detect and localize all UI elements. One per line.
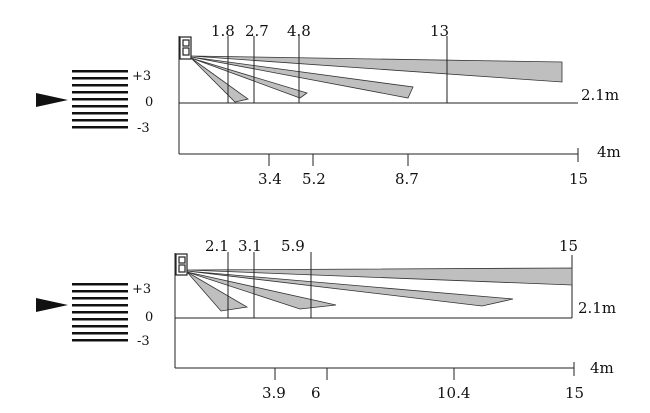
- scale-label-plus3: +3: [132, 282, 151, 297]
- bottom-label-2: 5.2: [302, 170, 326, 188]
- bottom-label-3: 8.7: [395, 170, 419, 188]
- scale-label-plus3: +3: [132, 69, 151, 84]
- top-label-4: 13: [430, 22, 449, 40]
- top-label-1: 2.1: [205, 237, 229, 255]
- scale-label-minus3: -3: [137, 334, 150, 349]
- top-diagram: +3 0 -3: [36, 22, 621, 188]
- height-label: 2.1m: [578, 299, 616, 317]
- pointer-arrow-icon: [36, 93, 68, 107]
- beam-long: [190, 55, 563, 83]
- depth-label: 4m: [597, 143, 621, 161]
- markers-top: [227, 36, 448, 166]
- pir-sensor-icon: [179, 36, 192, 60]
- beam-near: [190, 57, 308, 99]
- beam-close: [186, 271, 249, 312]
- top-label-2: 2.7: [245, 22, 269, 40]
- bottom-label-1: 3.4: [258, 170, 282, 188]
- beam-mid: [186, 270, 514, 307]
- scale-bars: [72, 283, 128, 342]
- scale-label-minus3: -3: [137, 121, 150, 136]
- bottom-label-4: 15: [569, 170, 588, 188]
- top-label-3: 4.8: [287, 22, 311, 40]
- beam-near: [186, 271, 337, 310]
- bottom-label-1: 3.9: [262, 384, 286, 402]
- top-label-2: 3.1: [238, 237, 262, 255]
- beams-bottom: [186, 267, 573, 312]
- scale-bars: [72, 70, 128, 129]
- axes-top: [178, 36, 579, 162]
- tilt-scale-top: +3 0 -3: [36, 69, 153, 136]
- beam-close: [190, 57, 249, 103]
- beam-long: [186, 267, 573, 286]
- bottom-label-2: 6: [311, 384, 321, 402]
- height-label: 2.1m: [581, 86, 619, 104]
- tilt-scale-bottom: +3 0 -3: [36, 282, 153, 349]
- pointer-arrow-icon: [36, 298, 68, 312]
- bottom-diagram: +3 0 -3: [36, 237, 616, 402]
- markers-bottom: [227, 252, 455, 380]
- beams-top: [190, 55, 563, 103]
- scale-label-zero: 0: [145, 310, 153, 325]
- top-label-1: 1.8: [211, 22, 235, 40]
- axes-bottom: [174, 253, 575, 376]
- scale-label-zero: 0: [145, 95, 153, 110]
- pir-sensor-icon: [175, 253, 188, 276]
- bottom-label-3: 10.4: [437, 384, 470, 402]
- bottom-label-4: 15: [565, 384, 584, 402]
- depth-label: 4m: [590, 359, 614, 377]
- top-label-4: 15: [559, 237, 578, 255]
- top-label-3: 5.9: [281, 237, 305, 255]
